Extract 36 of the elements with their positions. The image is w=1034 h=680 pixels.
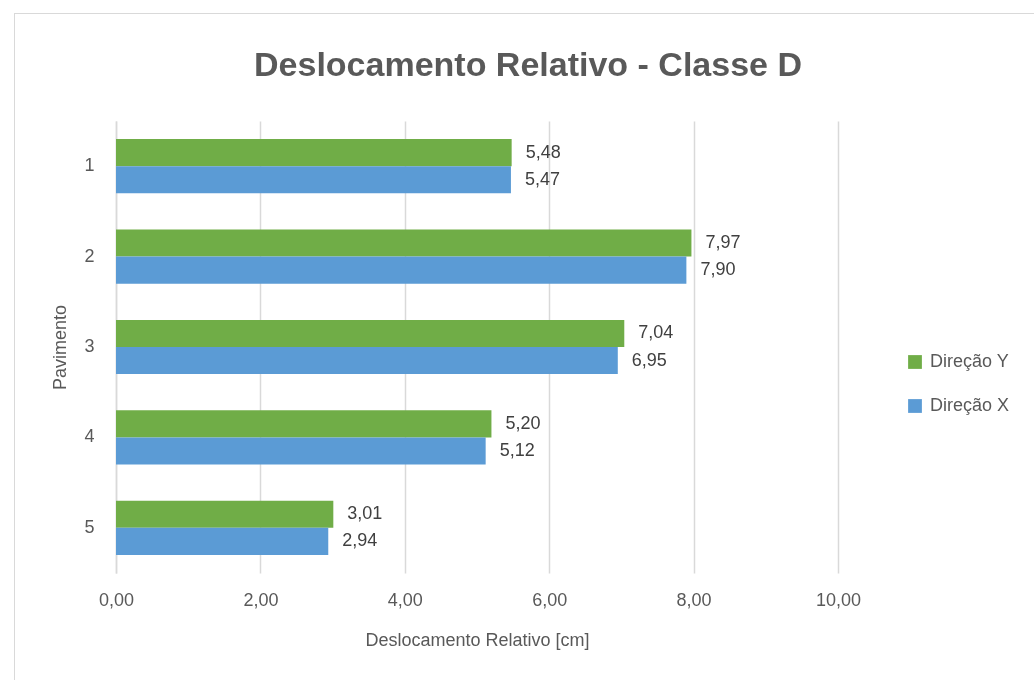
data-label: 3,01 — [347, 503, 383, 524]
bar — [116, 527, 329, 555]
bar — [116, 139, 512, 167]
bar — [116, 166, 511, 194]
y-tick-label: 2 — [84, 245, 95, 266]
data-label: 5,20 — [505, 412, 541, 433]
bar — [116, 437, 486, 465]
bar — [116, 229, 692, 257]
x-tick-label: 4,00 — [387, 589, 423, 610]
data-label: 7,90 — [700, 259, 736, 280]
y-tick-label: 1 — [84, 155, 95, 176]
data-label: 6,95 — [631, 349, 667, 370]
y-tick-label: 3 — [84, 336, 95, 356]
y-tick-label: 4 — [84, 426, 95, 447]
data-label: 7,97 — [705, 232, 741, 253]
bar — [116, 410, 492, 438]
x-tick-label: 6,00 — [532, 589, 568, 610]
bar — [116, 256, 687, 284]
legend-label: Direção Y — [930, 351, 1009, 371]
data-label: 2,94 — [342, 530, 378, 551]
data-label: 5,48 — [525, 141, 561, 162]
bar — [116, 500, 334, 528]
data-label: 5,12 — [499, 439, 535, 460]
x-tick-label: 2,00 — [243, 589, 279, 610]
x-tick-label: 0,00 — [98, 589, 135, 610]
x-tick-label: 8,00 — [676, 589, 712, 610]
y-tick-label: 5 — [84, 516, 95, 537]
legend-label: Direção X — [930, 395, 1010, 415]
chart-title: Deslocamento Relativo - Classe D — [254, 45, 802, 83]
x-axis-title: Deslocamento Relativo [cm] — [365, 629, 590, 650]
data-label: 5,47 — [524, 168, 560, 189]
bar — [116, 347, 618, 375]
bar — [116, 319, 625, 347]
data-label: 7,04 — [638, 322, 674, 343]
y-axis-title: Pavimento — [50, 304, 71, 391]
x-tick-label: 10,00 — [815, 589, 862, 610]
